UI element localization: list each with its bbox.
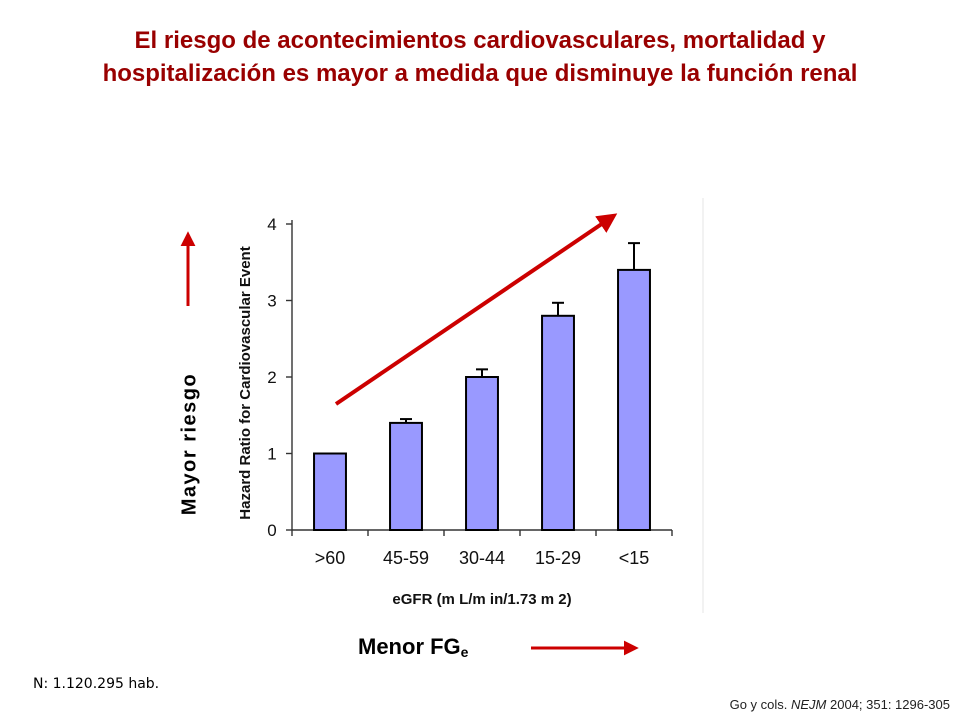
citation-authors: Go y cols. — [729, 697, 791, 712]
bars — [313, 242, 651, 531]
population-note: N: 1.120.295 hab. — [33, 676, 160, 692]
bar — [465, 376, 499, 531]
x-tick-label: 30-44 — [459, 548, 505, 568]
x-tick-label: >60 — [315, 548, 346, 568]
y-tick-label: 4 — [267, 215, 276, 234]
title-line-2: hospitalización es mayor a medida que di… — [102, 60, 858, 87]
gfr-label: Menor FGe — [358, 634, 468, 660]
axis-labels: 0 1 2 3 4 >60 45-59 30-44 15-29 <15 eGFR (m L/m in… — [237, 215, 649, 608]
y-tick-label: 1 — [267, 445, 276, 464]
gfr-label-main: Menor FG — [358, 634, 461, 659]
title-line-1: El riesgo de acontecimientos cardiovascu… — [134, 27, 826, 54]
y-axis-label: Hazard Ratio for Cardiovascular Event — [237, 246, 254, 519]
y-tick-label: 0 — [267, 521, 276, 540]
trend-arrow — [334, 213, 618, 406]
bar — [617, 268, 651, 531]
bar — [541, 314, 575, 531]
x-tick-label: 15-29 — [535, 548, 581, 568]
citation: Go y cols. NEJM 2004; 351: 1296-305 — [730, 697, 950, 712]
gfr-label-subscript: e — [460, 644, 469, 660]
risk-label: Mayor riesgo — [178, 372, 201, 516]
x-tick-label: 45-59 — [383, 548, 429, 568]
citation-journal: NEJM — [791, 697, 827, 712]
y-tick-label: 2 — [267, 368, 276, 387]
bar — [313, 452, 347, 531]
citation-details: 2004; 351: 1296-305 — [826, 697, 950, 712]
y-tick-label: 3 — [267, 292, 276, 311]
bar — [389, 421, 423, 531]
x-axis-label: eGFR (m L/m in/1.73 m 2) — [392, 591, 571, 608]
slide-title: El riesgo de acontecimientos cardiovascu… — [30, 24, 930, 90]
x-tick-label: <15 — [619, 548, 650, 568]
